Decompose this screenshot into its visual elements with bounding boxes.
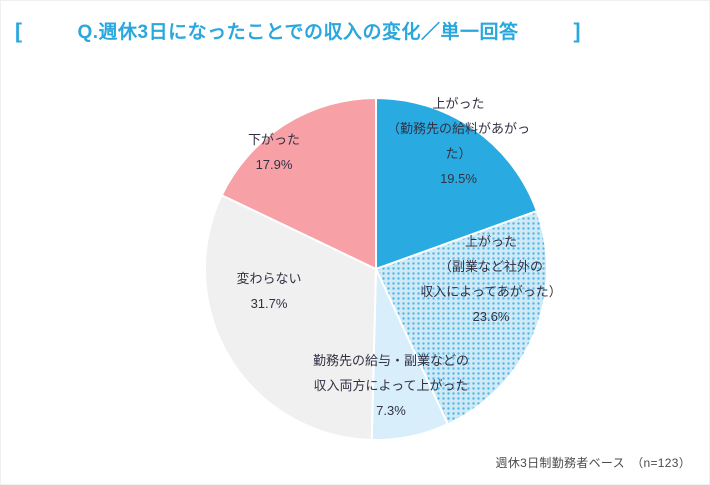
sample-base-note: 週休3日制勤務者ベース （n=123） — [495, 456, 691, 470]
chart-title-text: Q.週休3日になったことでの収入の変化／単一回答 — [77, 22, 519, 43]
pie-slice-0 — [375, 97, 538, 270]
pie-label-decreased: 下がった 17.9% — [247, 132, 300, 172]
pie-slice-4 — [220, 97, 377, 270]
pie-label-raise-side-income: 上がった （副業など社外の 収入によってあがった） 23.6% — [420, 234, 562, 324]
pie-slice-3 — [204, 194, 377, 441]
chart-title: [ Q.週休3日になったことでの収入の変化／単一回答 ] — [15, 17, 581, 44]
pie-slice-1 — [375, 210, 548, 426]
pie-label-raise-salary: 上がった （勤務先の給料があがっ た） 19.5% — [386, 96, 530, 186]
title-bracket-right: ] — [573, 20, 581, 43]
title-bracket-left: [ — [15, 20, 23, 43]
pie-label-unchanged: 変わらない 31.7% — [236, 271, 302, 311]
pie-label-raise-both: 勤務先の給与・副業などの 収入両方によって上がった 7.3% — [312, 353, 469, 418]
